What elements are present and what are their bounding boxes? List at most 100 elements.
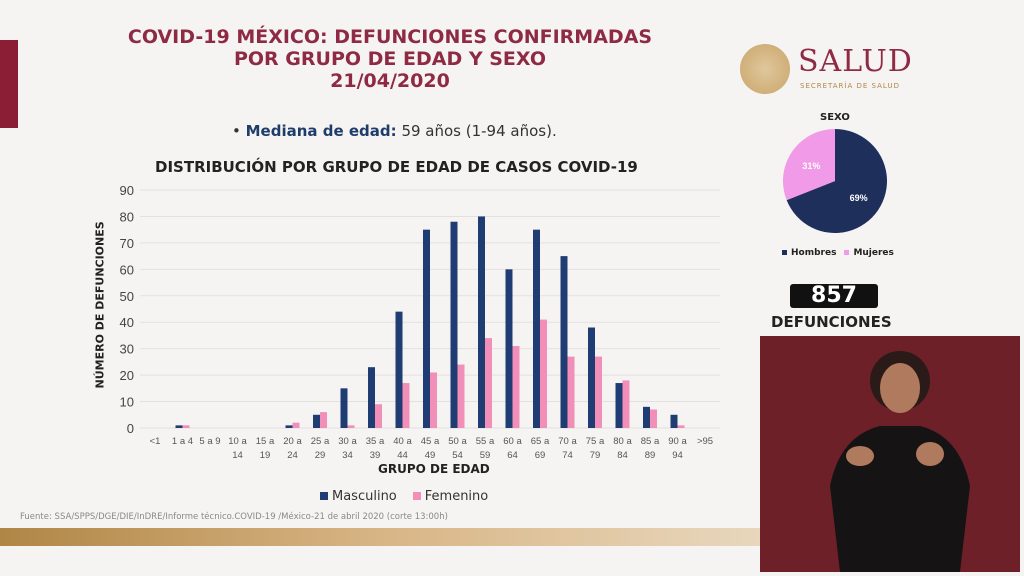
pie-label: 31% <box>802 161 820 171</box>
y-tick-label: 20 <box>120 368 134 383</box>
sign-language-interpreter-video <box>760 336 1020 572</box>
bar-masculino <box>368 367 375 428</box>
bar-chart: 0 10 20 30 40 50 60 70 80 90 <1 1 a 4 5 a 9 10 a 14 15 … <box>120 183 720 461</box>
y-tick-label: 90 <box>120 183 134 198</box>
bar-femenino <box>595 356 602 428</box>
pie-slice-mujeres <box>783 129 835 201</box>
bar-femenino <box>485 338 492 428</box>
x-tick-label: 35 a <box>366 436 385 447</box>
x-tick-label: 40 a <box>393 436 412 447</box>
bar-femenino <box>320 412 327 428</box>
pie-label: 69% <box>850 193 868 203</box>
y-tick-label: 70 <box>120 236 134 251</box>
bar-masculino <box>313 414 320 428</box>
legend-masculino: Masculino <box>320 489 397 504</box>
y-tick-label: 10 <box>120 395 134 410</box>
x-tick-label: 80 a <box>613 436 632 447</box>
y-tick-label: 40 <box>120 315 134 330</box>
bar-masculino <box>615 383 623 428</box>
x-tick-label: 1 a 4 <box>172 436 193 447</box>
x-tick-label: 20 a <box>283 436 302 447</box>
x-tick-label: 74 <box>562 450 573 461</box>
bar-femenino <box>182 425 190 428</box>
median-label: Mediana de edad: <box>245 122 397 140</box>
title-date: 21/04/2020 <box>330 70 450 92</box>
bar-masculino <box>478 216 485 428</box>
x-tick-label: 69 <box>535 450 546 461</box>
bar-femenino <box>375 404 382 428</box>
pie-slice-hombres <box>786 129 887 233</box>
bar-femenino <box>512 346 520 428</box>
bar-femenino <box>347 425 355 428</box>
x-tick-label: >95 <box>697 436 713 447</box>
x-tick-label: 24 <box>287 450 298 461</box>
x-tick-label: 25 a <box>311 436 330 447</box>
bar-femenino <box>292 422 300 428</box>
death-count-label: DEFUNCIONES <box>771 313 892 331</box>
x-tick-label: 65 a <box>531 436 550 447</box>
y-tick-label: 0 <box>127 421 134 436</box>
pie-chart: 69% 31% <box>783 129 887 233</box>
x-tick-label: 60 a <box>503 436 522 447</box>
bar-femenino <box>677 425 685 428</box>
legend-femenino: Femenino <box>412 489 489 504</box>
pie-title: SEXO <box>820 112 850 123</box>
bar-masculino <box>670 414 678 428</box>
bar-masculino <box>285 425 293 428</box>
x-tick-label: <1 <box>150 436 161 447</box>
x-tick-label: 89 <box>645 450 656 461</box>
x-tick-label: 79 <box>590 450 601 461</box>
x-tick-label: 59 <box>480 450 491 461</box>
x-tick-label: 39 <box>370 450 381 461</box>
pie-legend: Hombres Mujeres <box>782 248 894 258</box>
title-line: POR GRUPO DE EDAD Y SEXO <box>233 48 547 70</box>
title-line: COVID-19 MÉXICO: DEFUNCIONES CONFIRMADAS <box>127 26 653 48</box>
death-count: 857 <box>790 284 878 308</box>
seal-logo-icon <box>740 44 790 94</box>
x-tick-label: 75 a <box>586 436 605 447</box>
bar-masculino <box>395 311 403 428</box>
x-tick-label: 84 <box>617 450 628 461</box>
interpreter-figure <box>760 336 1020 572</box>
legend-mujeres: Mujeres <box>844 248 894 258</box>
source-note: Fuente: SSA/SPPS/DGE/DIE/InDRE/Informe t… <box>20 512 448 522</box>
x-tick-label: 29 <box>315 450 326 461</box>
y-tick-label: 60 <box>120 262 134 277</box>
legend-label: Femenino <box>424 489 489 504</box>
x-tick-label: 49 <box>425 450 436 461</box>
page-title: COVID-19 MÉXICO: DEFUNCIONES CONFIRMADAS… <box>90 26 690 92</box>
bar-femenino <box>622 380 630 428</box>
legend-label: Mujeres <box>853 248 894 258</box>
x-tick-label: 5 a 9 <box>199 436 220 447</box>
bar-masculino <box>560 256 568 428</box>
bar-masculino <box>533 229 540 428</box>
x-tick-label: 10 a <box>228 436 247 447</box>
bar-masculino <box>423 229 430 428</box>
brand-subtitle: SECRETARÍA DE SALUD <box>800 82 900 90</box>
x-tick-label: 90 a <box>668 436 687 447</box>
bar-masculino <box>450 221 458 428</box>
x-tick-label: 30 a <box>338 436 357 447</box>
x-tick-label: 50 a <box>448 436 467 447</box>
bar-femenino <box>430 372 437 428</box>
x-tick-label: 85 a <box>641 436 660 447</box>
bar-femenino <box>650 409 657 428</box>
brand-name: SALUD <box>798 44 913 79</box>
bar-masculino <box>505 269 513 428</box>
legend-label: Masculino <box>332 489 397 504</box>
bar-masculino <box>588 327 595 428</box>
median-value: 59 años (1-94 años). <box>401 122 557 140</box>
legend-label: Hombres <box>791 248 837 258</box>
x-tick-label: 55 a <box>476 436 495 447</box>
legend-hombres: Hombres <box>782 248 836 258</box>
accent-bar <box>0 40 18 128</box>
x-tick-label: 70 a <box>558 436 577 447</box>
x-tick-label: 14 <box>232 450 243 461</box>
x-tick-label: 94 <box>672 450 683 461</box>
bar-femenino <box>540 319 547 428</box>
bar-femenino <box>567 356 575 428</box>
bar-femenino <box>402 383 410 428</box>
bar-masculino <box>340 388 348 428</box>
bar-femenino <box>457 364 465 428</box>
x-tick-label: 54 <box>452 450 463 461</box>
